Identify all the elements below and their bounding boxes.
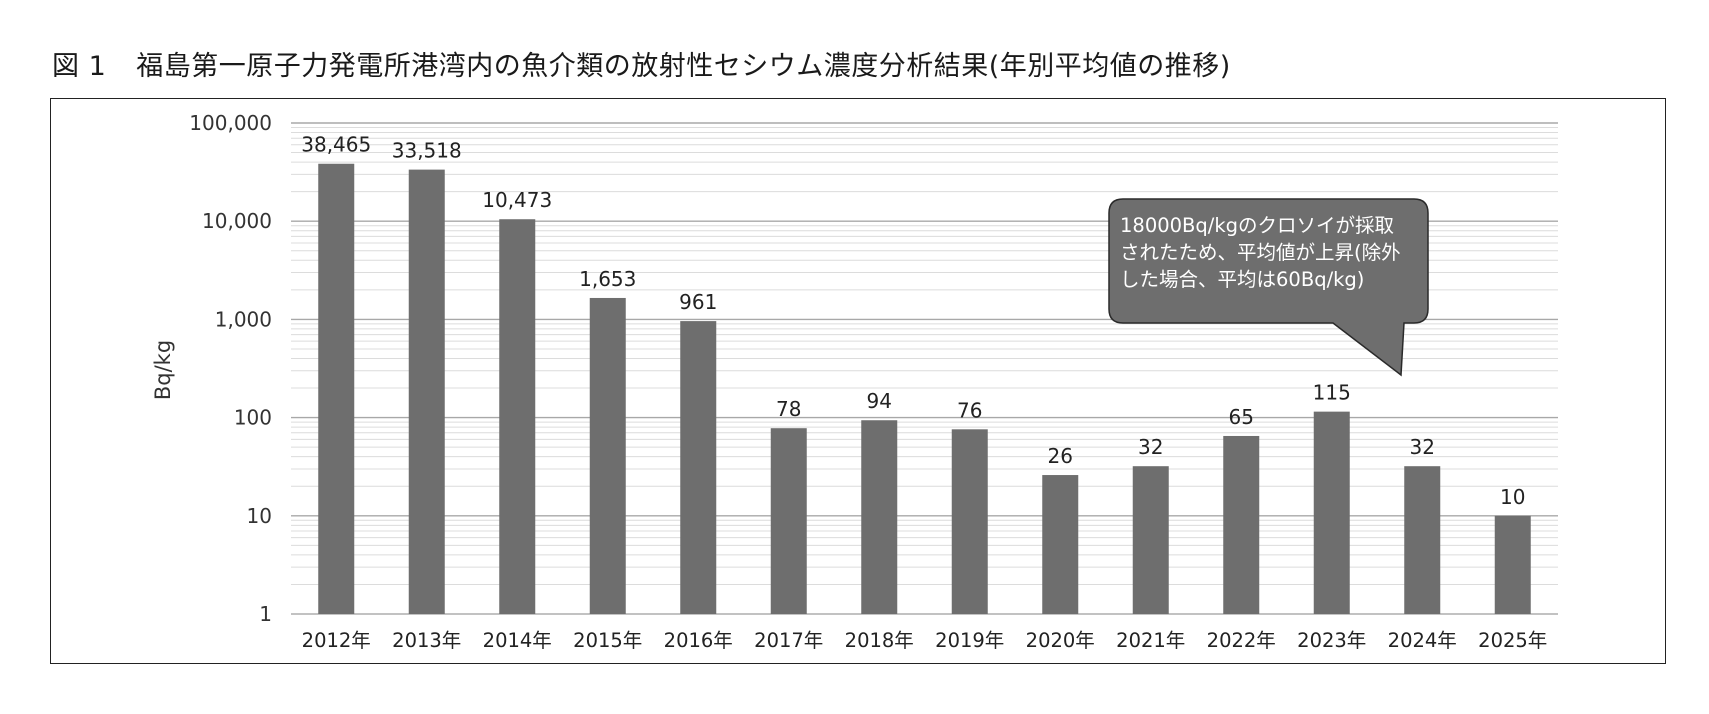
data-label: 1,653: [579, 267, 636, 291]
bar: [1223, 435, 1260, 614]
y-tick-label: 10,000: [202, 209, 272, 233]
chart-frame: [50, 98, 1666, 664]
bar: [770, 428, 807, 614]
x-tick-label: 2024年: [1388, 629, 1457, 652]
annotation-line-1: 18000Bq/kgのクロソイが採取: [1120, 214, 1395, 237]
data-label: 65: [1229, 405, 1254, 429]
bar: [1494, 515, 1531, 614]
data-label: 10: [1500, 485, 1525, 509]
annotation-callout: [1108, 198, 1429, 377]
x-tick-label: 2015年: [573, 629, 642, 652]
x-tick-label: 2016年: [664, 629, 733, 652]
bar: [589, 297, 626, 614]
y-tick-label: 100,000: [189, 111, 272, 135]
annotation-line-3: した場合、平均は60Bq/kg): [1120, 268, 1365, 291]
x-tick-label: 2013年: [392, 629, 461, 652]
x-axis-tick-labels: 2012年 2013年 2014年 2015年 2016年 2017年 2018年 2019年…: [302, 629, 1548, 652]
bar: [861, 420, 898, 614]
y-tick-label: 1: [259, 602, 272, 626]
y-axis-label: Bq/kg: [151, 340, 175, 400]
x-tick-label: 2020年: [1026, 629, 1095, 652]
figure-title-text: 福島第一原子力発電所港湾内の魚介類の放射性セシウム濃度分析結果(年別平均値の推移…: [136, 51, 1231, 82]
x-tick-label: 2012年: [302, 629, 371, 652]
x-tick-label: 2019年: [935, 629, 1004, 652]
figure-title: 図 1 福島第一原子力発電所港湾内の魚介類の放射性セシウム濃度分析結果(年別平均値…: [52, 44, 1231, 83]
bar: [680, 321, 717, 614]
data-label: 10,473: [482, 188, 552, 212]
data-label: 38,465: [301, 133, 371, 157]
annotation-text: 18000Bq/kgのクロソイが採取 されたため、平均値が上昇(除外 した場合、…: [1120, 212, 1440, 293]
bar: [1132, 466, 1169, 614]
data-label: 115: [1313, 381, 1351, 405]
data-label: 32: [1410, 435, 1435, 459]
bar: [1042, 475, 1079, 614]
data-label: 33,518: [392, 139, 462, 163]
x-tick-label: 2018年: [845, 629, 914, 652]
x-tick-label: 2017年: [754, 629, 823, 652]
data-label: 94: [867, 389, 892, 413]
figure-number: 図 1: [52, 51, 107, 82]
x-tick-label: 2023年: [1297, 629, 1366, 652]
bar: [1404, 466, 1441, 614]
y-tick-label: 1,000: [215, 307, 272, 331]
data-label: 32: [1138, 435, 1163, 459]
bar: [1313, 411, 1350, 614]
data-label: 961: [679, 290, 717, 314]
gridlines: [291, 122, 1558, 615]
x-tick-label: 2014年: [483, 629, 552, 652]
x-tick-label: 2025年: [1478, 629, 1547, 652]
x-tick-label: 2021年: [1116, 629, 1185, 652]
x-tick-label: 2022年: [1207, 629, 1276, 652]
bar: [951, 429, 988, 614]
bars: [318, 163, 1531, 615]
data-label: 78: [776, 397, 801, 421]
bar: [408, 169, 445, 615]
y-axis-tick-labels: 1 10 100 1,000 10,000 100,000: [189, 111, 272, 626]
y-tick-label: 10: [247, 504, 272, 528]
data-label: 76: [957, 398, 982, 422]
data-labels: 38,465 33,518 10,473 1,653 961 78 94 76 26 32 65 11…: [301, 133, 1525, 509]
bar: [499, 219, 536, 615]
y-tick-label: 100: [234, 406, 272, 430]
data-label: 26: [1048, 444, 1073, 468]
annotation-line-2: されたため、平均値が上昇(除外: [1120, 241, 1401, 264]
bar: [318, 163, 355, 614]
